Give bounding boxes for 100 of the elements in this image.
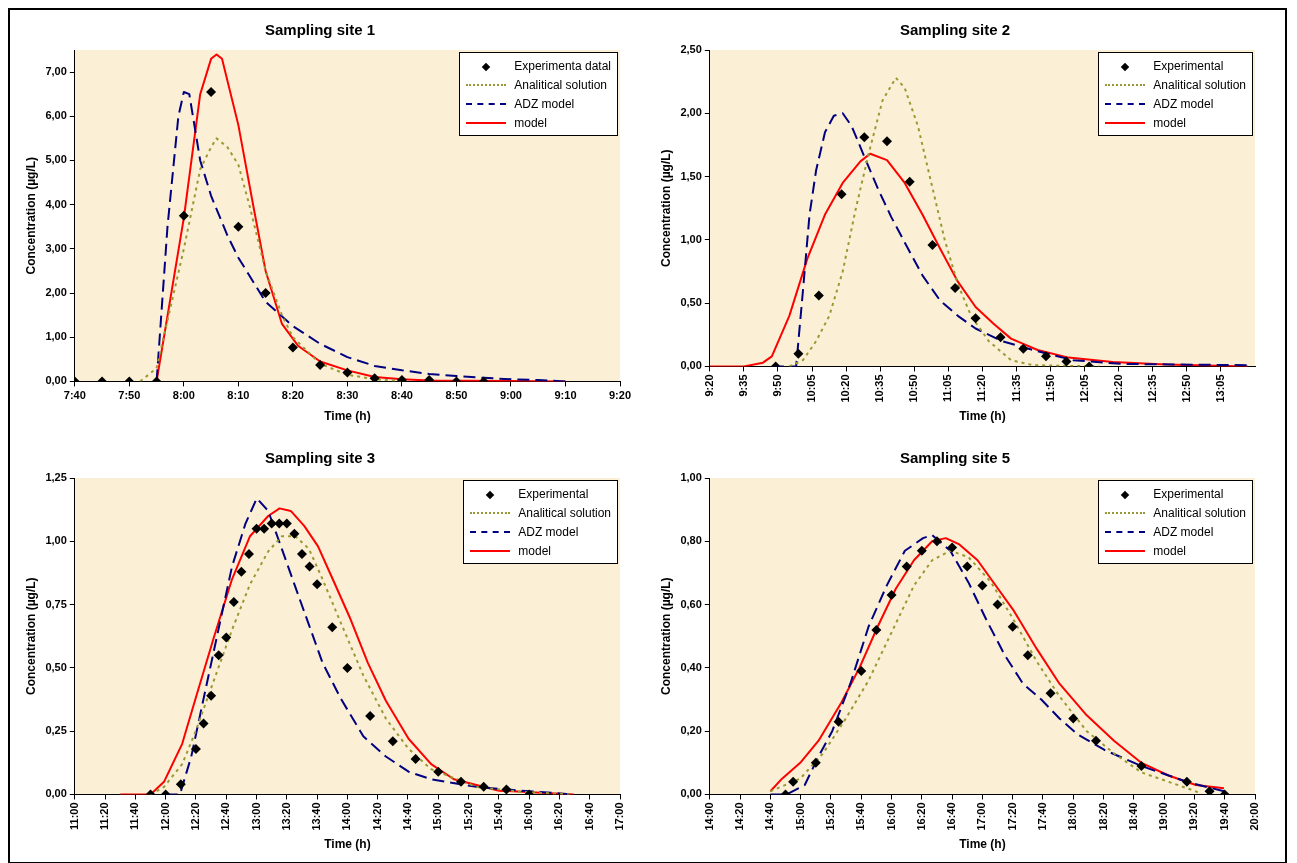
x-tick-label: 16:00 [522,802,535,831]
point [977,580,988,591]
point [901,561,912,572]
point [233,221,244,232]
y-tick-label: 5,00 [45,153,67,166]
x-tick-label: 14:20 [370,802,383,831]
x-tick-label: 15:00 [431,802,444,831]
point [228,597,239,608]
point [1041,351,1052,362]
x-tick-label: 11:50 [1043,374,1056,402]
point [1204,786,1215,795]
point [1022,650,1033,661]
legend-label: model [514,115,547,130]
point [1018,343,1029,354]
point [1181,776,1192,787]
point [1007,621,1018,632]
x-axis-title: Time (h) [324,409,371,424]
point [916,545,927,556]
x-tick-label: 16:40 [582,802,595,831]
y-tick-label: 4,00 [45,197,67,210]
x-tick-label: 19:20 [1187,802,1200,831]
x-tick-label: 17:00 [975,802,988,831]
x-tick-label: 19:40 [1217,802,1230,831]
point [243,548,254,559]
x-tick-label: 12:35 [1145,374,1158,403]
point [947,542,958,553]
point [365,710,376,721]
legend-label: ADZ model [1153,524,1214,539]
point [304,561,315,572]
x-tick-label: 14:20 [733,802,746,831]
x-tick-label: 8:50 [445,389,468,402]
x-tick-label: 17:20 [1005,802,1018,831]
point [1061,356,1072,367]
x-tick-label: 13:05 [1213,374,1226,403]
x-tick-label: 9:50 [770,374,783,397]
x-tick-label: 17:00 [613,802,626,831]
x-tick-label: 12:05 [1077,374,1090,403]
point [836,189,847,200]
point [1090,735,1101,746]
point [175,779,186,790]
y-tick-label: 2,50 [680,43,702,56]
x-tick-label: 14:00 [702,802,715,831]
x-tick-label: 11:20 [975,374,988,402]
point [266,518,277,529]
legend-label: ADZ model [514,96,575,111]
point [287,342,298,353]
point [327,622,338,633]
point [296,548,307,559]
legend-label: Experimental [1153,486,1224,501]
y-tick-label: 1,00 [680,232,702,245]
x-axis-title: Time (h) [959,837,1006,852]
x-tick-label: 15:20 [461,802,474,831]
y-tick-label: 0,50 [680,296,702,309]
x-tick-label: 16:40 [945,802,958,831]
x-tick-label: 16:00 [884,802,897,831]
y-tick-label: 3,00 [45,241,67,254]
point [1068,713,1079,724]
y-tick-label: 7,00 [45,65,67,78]
y-tick-label: 0,25 [45,724,67,737]
y-tick-label: 0,00 [45,787,67,800]
legend-label: model [518,543,551,558]
y-tick-label: 0,75 [45,597,67,610]
point [886,590,897,601]
chart-title: Sampling site 3 [264,449,376,467]
x-tick-label: 16:20 [914,802,927,831]
y-axis-title: Concentration (µg/L) [23,156,38,275]
x-tick-label: 12:00 [158,802,171,831]
point [251,523,262,534]
point [455,776,466,787]
point [501,784,512,795]
x-tick-label: 10:50 [907,374,920,403]
legend-label: ADZ model [1153,96,1214,111]
x-tick-label: 9:20 [608,389,632,402]
x-tick-label: 7:40 [63,389,86,402]
point [259,523,270,534]
x-tick-label: 8:10 [227,389,250,402]
x-tick-label: 8:30 [336,389,359,402]
point [1045,688,1056,699]
chart-title: Sampling site 2 [899,21,1011,39]
point [178,210,189,221]
x-tick-label: 10:20 [839,374,852,403]
x-tick-label: 12:20 [188,802,201,831]
y-tick-label: 0,20 [680,724,702,737]
point [236,566,247,577]
x-tick-label: 12:40 [219,802,232,831]
x-tick-label: 15:20 [823,802,836,831]
y-tick-label: 0,00 [680,787,702,800]
point [788,776,799,787]
legend-label: Analitical solution [1153,77,1246,92]
x-tick-label: 9:10 [554,389,577,402]
y-tick-label: 2,00 [45,286,67,299]
x-axis-title: Time (h) [324,837,371,852]
x-tick-label: 20:00 [1248,802,1261,831]
chart-title: Sampling site 1 [264,21,376,39]
x-tick-label: 14:00 [340,802,353,831]
point [882,136,892,147]
legend-label: Analitical solution [518,505,611,520]
point [315,360,326,371]
point [856,666,867,677]
legend-label: Experimenta datal [514,58,611,73]
